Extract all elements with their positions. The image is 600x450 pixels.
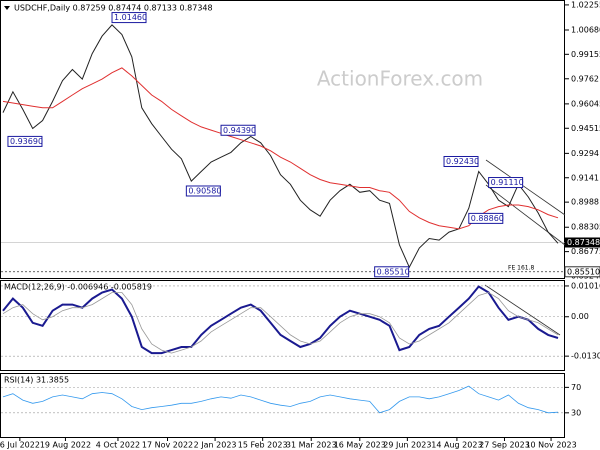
y-tick-label: 0.8988 [571, 198, 599, 207]
support-label: 0.85510 [567, 267, 600, 276]
x-tick-label: 31 Mar 2023 [286, 441, 337, 450]
y-tick-label: 0.9294 [571, 149, 599, 158]
series-line [2, 24, 559, 269]
y-tick-label: 0.9762 [571, 74, 599, 83]
annotation-box [7, 135, 43, 147]
support-note: FE 161.8 [508, 264, 535, 271]
y-tick-label: 0.99155 [571, 50, 600, 59]
x-tick-label: 29 Jun 2023 [383, 441, 431, 450]
y-tick-label: 70 [571, 383, 581, 392]
y-tick-label: 0.9141 [571, 173, 599, 182]
annotation-label: 0.90580 [188, 186, 221, 195]
macd-frame [0, 280, 565, 371]
price-frame [0, 0, 565, 279]
x-tick-label: 2 Jan 2023 [194, 441, 237, 450]
annotation-label: 0.85510 [377, 267, 410, 276]
support-box [564, 266, 600, 278]
annotation-box [220, 124, 256, 136]
x-tick-label: 10 Nov 2023 [525, 441, 576, 450]
x-tick-label: 4 Oct 2022 [96, 441, 140, 450]
rsi-title: RSI(14) 31.3855 [4, 376, 69, 385]
annotation-box [468, 212, 504, 224]
current-box [565, 237, 600, 248]
x-tick-label: 14 Aug 2023 [431, 441, 482, 450]
annotation-box [111, 12, 147, 24]
annotation-label: 0.93690 [10, 137, 43, 146]
annotation-box [185, 185, 221, 197]
annotation-label: 0.88860 [471, 214, 504, 223]
menu-icon [4, 6, 10, 10]
rsi-frame [0, 373, 565, 438]
x-tick-label: 17 Nov 2022 [142, 441, 193, 450]
series-line [2, 67, 559, 230]
y-tick-label: 0.94515 [571, 124, 600, 133]
annotation-box [374, 266, 410, 278]
y-tick-label: 0.96045 [571, 99, 600, 108]
y-tick-label: -0.013006 [571, 352, 600, 361]
macd-trend [484, 284, 561, 336]
x-tick-label: 15 Feb 2023 [238, 441, 288, 450]
channel-top [485, 159, 566, 216]
watermark: ActionForex.com [317, 67, 483, 91]
y-tick-label: 0.88305 [571, 223, 600, 232]
x-tick-label: 16 May 2023 [334, 441, 386, 450]
annotation-label: 1.01460 [114, 13, 147, 22]
annotation-label: 0.92430 [446, 157, 479, 166]
x-tick-label: 27 Sep 2023 [479, 441, 530, 450]
annotation-label: 0.91110 [491, 178, 524, 187]
series-line [2, 292, 559, 354]
series-line [2, 285, 559, 355]
y-tick-label: 30 [571, 408, 581, 417]
series-line [2, 385, 559, 414]
y-tick-label: 0.010166 [571, 281, 600, 290]
macd-title: MACD(12,26,9) -0.006946 -0.005819 [4, 283, 152, 292]
channel-bottom [485, 184, 566, 246]
chart-title: USDCHF,Daily 0.87259 0.87474 0.87133 0.8… [14, 4, 213, 13]
y-tick-label: 1.02255 [571, 0, 600, 9]
annotation-label: 0.94390 [223, 126, 256, 135]
y-tick-label: 0.86775 [571, 247, 600, 256]
annotation-box [443, 155, 479, 167]
x-tick-label: 19 Aug 2022 [40, 441, 91, 450]
y-tick-label: 0.00 [571, 312, 589, 321]
annotation-box [488, 177, 524, 189]
x-tick-label: 6 Jul 2022 [0, 441, 40, 450]
current-label: 0.87348 [567, 238, 600, 247]
